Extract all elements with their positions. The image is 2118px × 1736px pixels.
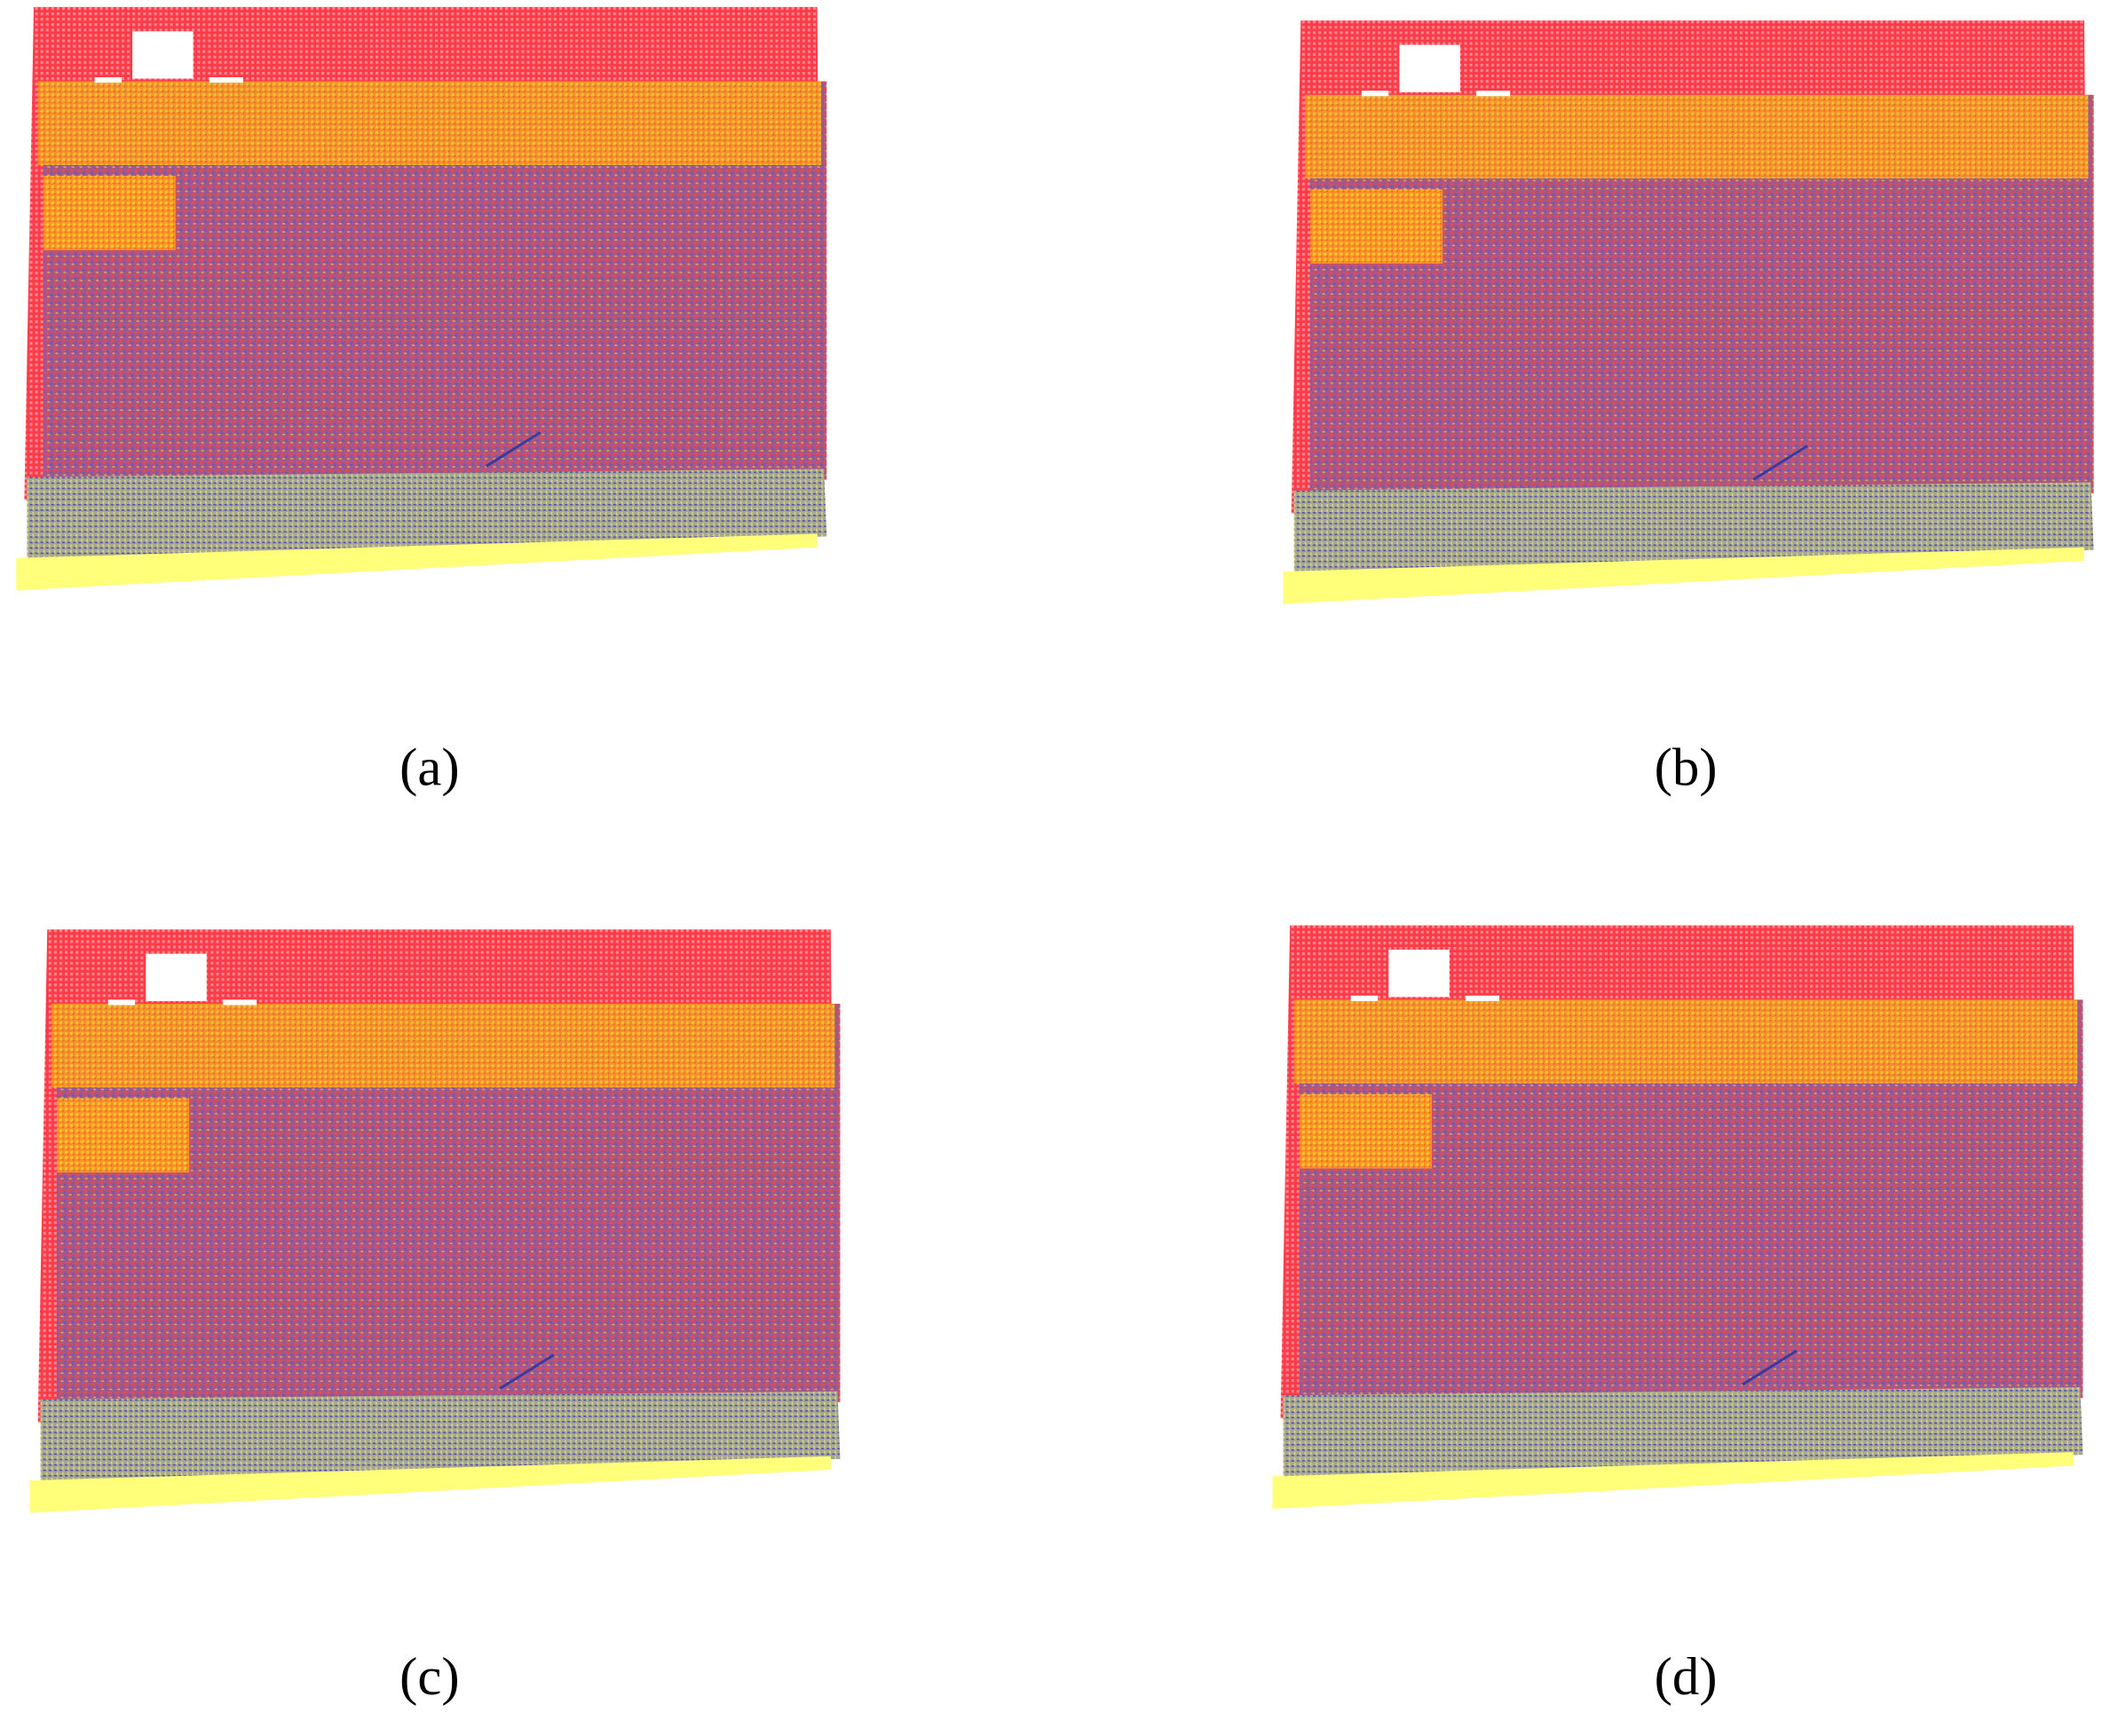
panel-label: (a) — [399, 738, 460, 798]
point-cloud — [14, 5, 828, 592]
panel-label: (d) — [1655, 1647, 1718, 1707]
point-cloud — [1270, 924, 2084, 1511]
point-cloud — [1282, 19, 2096, 606]
panel-label: (c) — [399, 1647, 460, 1707]
point-cloud — [28, 927, 842, 1515]
panel-label: (b) — [1655, 738, 1718, 798]
